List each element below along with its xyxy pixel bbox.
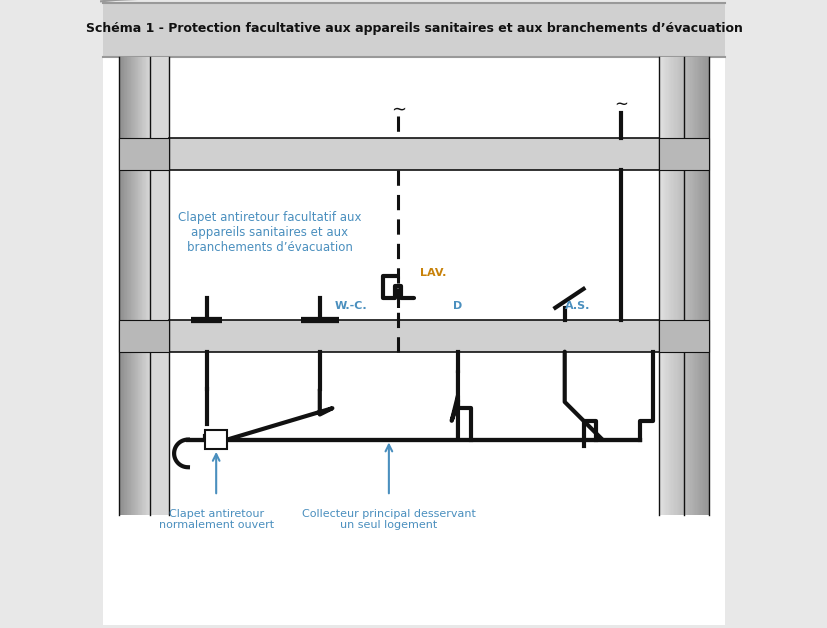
Bar: [677, 57, 678, 515]
Bar: [658, 320, 708, 352]
Bar: [658, 57, 659, 515]
Bar: [669, 57, 671, 515]
Bar: [707, 57, 708, 515]
Bar: [695, 57, 696, 515]
Text: LAV.: LAV.: [420, 268, 446, 278]
Text: ∼: ∼: [390, 101, 405, 119]
Bar: [119, 320, 169, 352]
Bar: [696, 57, 697, 515]
Bar: [668, 57, 669, 515]
Bar: [671, 57, 672, 515]
Text: W.-C.: W.-C.: [334, 301, 367, 311]
Bar: [205, 430, 227, 449]
Bar: [702, 57, 703, 515]
Bar: [661, 57, 662, 515]
Bar: [666, 57, 667, 515]
Bar: [683, 57, 685, 515]
Text: Collecteur principal desservant
un seul logement: Collecteur principal desservant un seul …: [302, 509, 476, 530]
Bar: [685, 57, 686, 515]
Bar: [169, 320, 658, 352]
Bar: [103, 3, 724, 57]
Bar: [119, 138, 169, 170]
Bar: [688, 57, 690, 515]
Bar: [676, 57, 677, 515]
Bar: [169, 138, 658, 170]
Bar: [673, 57, 675, 515]
Bar: [672, 57, 673, 515]
Bar: [681, 57, 682, 515]
FancyBboxPatch shape: [93, 0, 734, 628]
Bar: [703, 57, 705, 515]
Bar: [686, 57, 687, 515]
Bar: [693, 57, 695, 515]
Text: A.S.: A.S.: [564, 301, 590, 311]
Bar: [680, 57, 681, 515]
Bar: [663, 57, 664, 515]
Text: Clapet antiretour
normalement ouvert: Clapet antiretour normalement ouvert: [159, 509, 274, 530]
Text: D: D: [453, 301, 462, 311]
Bar: [675, 57, 676, 515]
Bar: [664, 57, 666, 515]
Bar: [691, 57, 692, 515]
Bar: [658, 138, 708, 170]
Bar: [682, 57, 683, 515]
Bar: [697, 57, 698, 515]
Bar: [678, 57, 680, 515]
Bar: [659, 57, 661, 515]
Bar: [698, 57, 700, 515]
Bar: [658, 57, 708, 515]
Bar: [662, 57, 663, 515]
Bar: [692, 57, 693, 515]
Bar: [687, 57, 688, 515]
Text: Schéma 1 - Protection facultative aux appareils sanitaires et aux branchements d: Schéma 1 - Protection facultative aux ap…: [85, 22, 742, 35]
Bar: [690, 57, 691, 515]
Text: ∼: ∼: [614, 95, 628, 112]
Bar: [150, 57, 169, 515]
Bar: [705, 57, 707, 515]
Text: Clapet antiretour facultatif aux
appareils sanitaires et aux
branchements d’évac: Clapet antiretour facultatif aux apparei…: [178, 211, 361, 254]
Bar: [667, 57, 668, 515]
Bar: [700, 57, 702, 515]
